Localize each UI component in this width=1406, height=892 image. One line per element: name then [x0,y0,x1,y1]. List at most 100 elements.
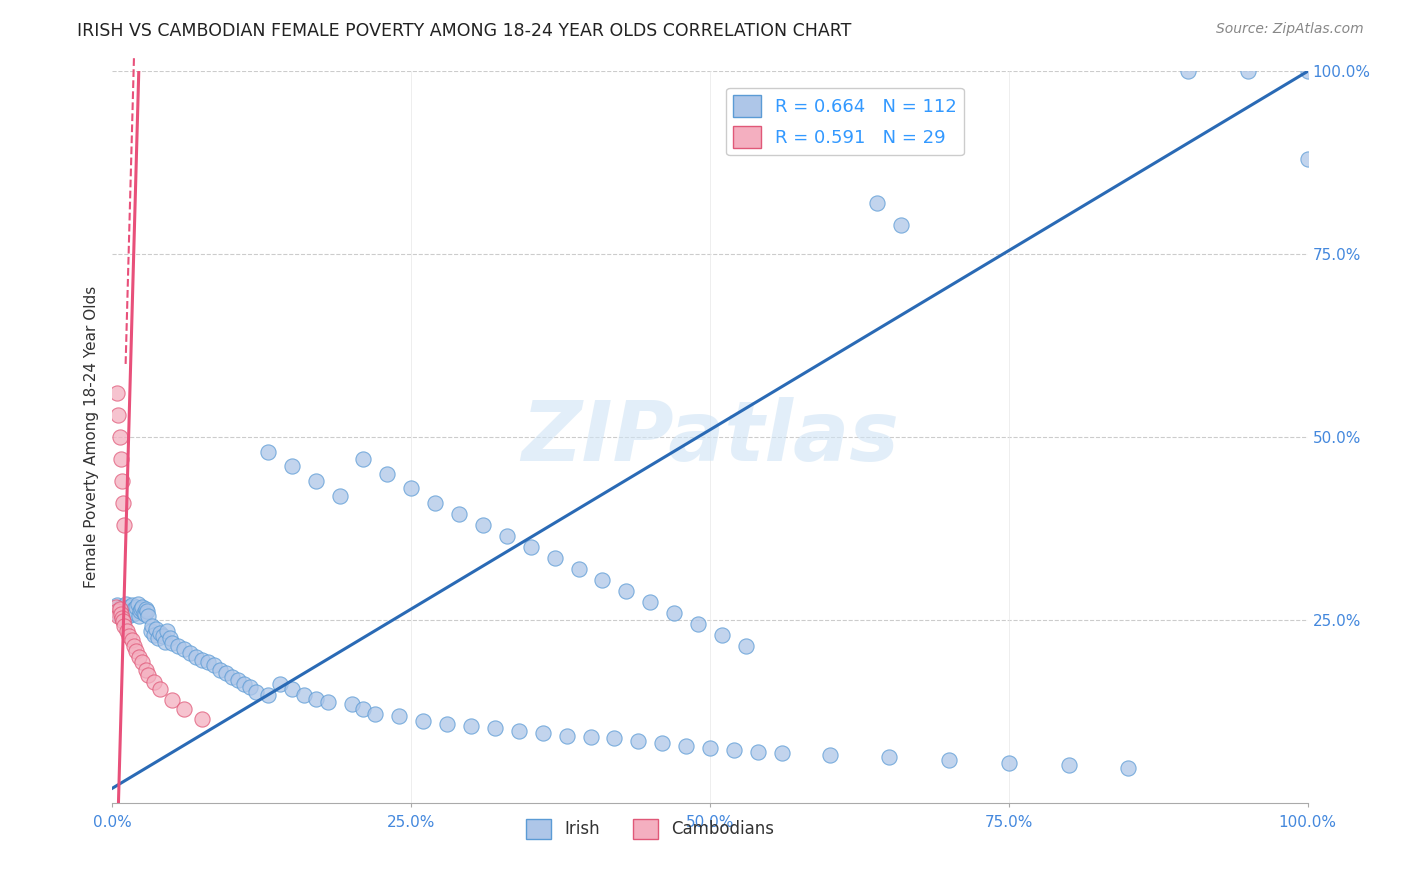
Point [412,714,434,728]
Point [136,604,159,618]
Point [592,573,614,587]
Point [1296,152,1319,166]
Point [143,675,166,690]
Point [105,386,128,401]
Point [699,740,721,755]
Point [115,624,138,638]
Point [125,643,148,657]
Point [108,609,131,624]
Point [568,562,591,576]
Point [159,632,181,646]
Point [143,627,166,641]
Point [173,642,195,657]
Point [377,467,399,481]
Point [112,607,135,621]
Point [149,682,172,697]
Point [215,665,238,680]
Point [110,599,132,614]
Point [121,633,143,648]
Point [186,649,208,664]
Point [401,481,423,495]
Point [818,748,841,763]
Point [688,616,710,631]
Point [145,622,167,636]
Point [543,550,565,565]
Point [1177,64,1199,78]
Point [191,712,214,726]
Point [221,670,243,684]
Point [108,430,131,444]
Point [129,604,152,618]
Point [281,459,304,474]
Point [1057,757,1080,772]
Text: ZIPatlas: ZIPatlas [522,397,898,477]
Point [723,743,745,757]
Point [1237,64,1260,78]
Point [110,607,132,621]
Point [149,626,172,640]
Point [167,639,190,653]
Point [107,408,129,422]
Point [340,697,363,711]
Point [1296,64,1319,78]
Point [364,706,387,721]
Point [114,619,135,633]
Point [129,602,152,616]
Point [233,677,256,691]
Point [555,729,578,743]
Point [226,673,249,687]
Point [105,599,128,613]
Point [105,602,128,616]
Point [173,702,195,716]
Point [135,663,157,677]
Point [156,624,179,638]
Point [162,636,183,650]
Point [105,604,128,618]
Point [138,667,160,681]
Point [998,756,1021,770]
Point [640,594,662,608]
Point [121,599,143,613]
Point [111,474,134,488]
Point [436,716,458,731]
Point [352,702,374,716]
Point [664,606,686,620]
Y-axis label: Female Poverty Among 18-24 Year Olds: Female Poverty Among 18-24 Year Olds [83,286,98,588]
Point [388,709,411,723]
Point [651,736,673,750]
Text: Source: ZipAtlas.com: Source: ZipAtlas.com [1216,22,1364,37]
Point [603,731,626,746]
Point [132,606,155,620]
Point [128,649,150,664]
Point [209,663,232,677]
Point [120,604,142,618]
Point [425,496,447,510]
Point [153,635,176,649]
Point [122,602,145,616]
Point [890,218,912,232]
Point [127,597,149,611]
Point [616,583,638,598]
Text: IRISH VS CAMBODIAN FEMALE POVERTY AMONG 18-24 YEAR OLDS CORRELATION CHART: IRISH VS CAMBODIAN FEMALE POVERTY AMONG … [77,22,852,40]
Point [115,606,138,620]
Point [770,746,793,760]
Point [131,656,153,670]
Point [675,739,697,753]
Point [316,695,339,709]
Point [124,606,146,620]
Legend: Irish, Cambodians: Irish, Cambodians [519,812,782,846]
Point [134,607,156,621]
Point [141,619,163,633]
Point [111,606,134,620]
Point [179,646,201,660]
Point [128,609,150,624]
Point [111,611,134,625]
Point [112,496,135,510]
Point [122,639,145,653]
Point [162,693,183,707]
Point [484,721,506,735]
Point [117,609,139,624]
Point [531,726,554,740]
Point [879,750,901,764]
Point [114,597,136,611]
